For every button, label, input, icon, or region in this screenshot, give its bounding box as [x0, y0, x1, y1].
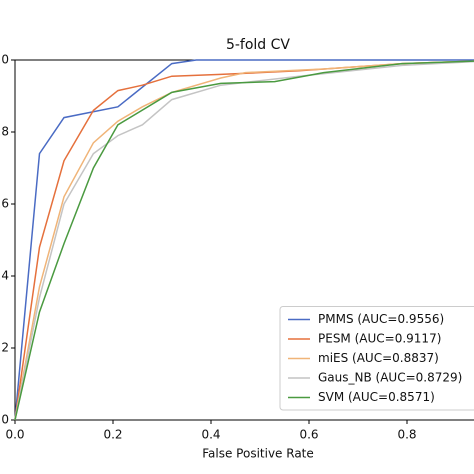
legend-label: Gaus_NB (AUC=0.8729) — [318, 371, 462, 385]
y-tick-label: 0.4 — [0, 269, 9, 283]
legend-label: miES (AUC=0.8837) — [318, 351, 439, 365]
x-tick-label: 0.6 — [299, 428, 318, 442]
x-tick-label: 0.2 — [103, 428, 122, 442]
chart-title: 5-fold CV — [226, 37, 290, 53]
roc-line — [14, 60, 474, 421]
y-tick-label: 0.0 — [0, 413, 9, 427]
legend-label: PESM (AUC=0.9117) — [318, 332, 441, 346]
x-tick-label: 0.0 — [5, 428, 24, 442]
roc-line — [14, 59, 474, 421]
legend-box — [279, 306, 474, 411]
y-tick-label: 0.2 — [0, 341, 9, 355]
legend-label: SVM (AUC=0.8571) — [318, 390, 435, 404]
x-tick-label: 0.8 — [397, 428, 416, 442]
y-tick-label: 0.8 — [0, 125, 9, 139]
x-axis-label: False Positive Rate — [202, 447, 314, 461]
roc-line — [14, 60, 474, 421]
roc-line — [14, 60, 474, 421]
x-tick-label: 0.4 — [201, 428, 220, 442]
y-tick-label: 1.0 — [0, 53, 9, 67]
legend-label: PMMS (AUC=0.9556) — [318, 312, 444, 326]
y-tick-label: 0.6 — [0, 197, 9, 211]
